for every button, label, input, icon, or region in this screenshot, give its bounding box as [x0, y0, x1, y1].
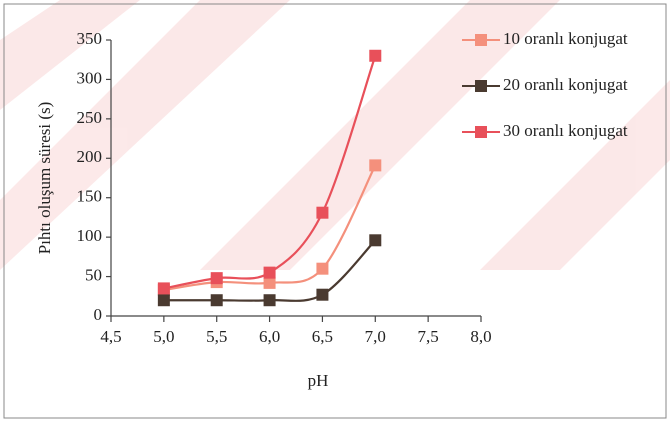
data-point: [369, 234, 382, 247]
series-line: [163, 55, 377, 290]
x-tick-label: 6,5: [312, 327, 333, 346]
data-point: [316, 288, 329, 301]
x-tick-label: 4,5: [100, 327, 121, 346]
data-point: [210, 294, 223, 307]
watermark-stripe: [0, 0, 140, 110]
x-tick-label: 7,5: [418, 327, 439, 346]
legend-marker: [475, 80, 487, 92]
watermark-stripe: [0, 0, 290, 270]
data-point: [210, 272, 223, 285]
y-tick-label: 350: [77, 29, 103, 48]
y-axis-title: Pıhtı oluşum süresi (s): [35, 102, 54, 255]
y-tick-label: 200: [77, 147, 103, 166]
data-point: [316, 206, 329, 219]
y-tick-label: 100: [77, 226, 103, 245]
x-tick-label: 5,0: [153, 327, 174, 346]
data-point: [263, 276, 276, 289]
data-point: [263, 294, 276, 307]
legend-marker: [475, 34, 487, 46]
watermark-stripe: [200, 0, 560, 270]
data-point: [263, 266, 276, 279]
x-tick-label: 5,5: [206, 327, 227, 346]
data-point: [369, 159, 382, 172]
x-tick-label: 8,0: [470, 327, 491, 346]
y-tick-label: 300: [77, 68, 103, 87]
x-axis-title: pH: [308, 371, 329, 390]
y-tick-label: 0: [94, 305, 103, 324]
legend-label: 10 oranlı konjugat: [503, 29, 628, 48]
x-tick-label: 6,0: [259, 327, 280, 346]
legend-marker: [475, 126, 487, 138]
y-tick-label: 50: [85, 265, 102, 284]
data-point: [369, 49, 382, 62]
y-tick-label: 150: [77, 187, 103, 206]
x-tick-label: 7,0: [365, 327, 386, 346]
data-point: [157, 294, 170, 307]
data-point: [316, 262, 329, 275]
watermark: [0, 0, 670, 270]
legend-label: 20 oranlı konjugat: [503, 75, 628, 94]
data-point: [157, 282, 170, 295]
y-tick-label: 250: [77, 108, 103, 127]
legend-label: 30 oranlı konjugat: [503, 121, 628, 140]
frame: [3, 3, 667, 419]
watermark-stripe: [480, 80, 670, 270]
